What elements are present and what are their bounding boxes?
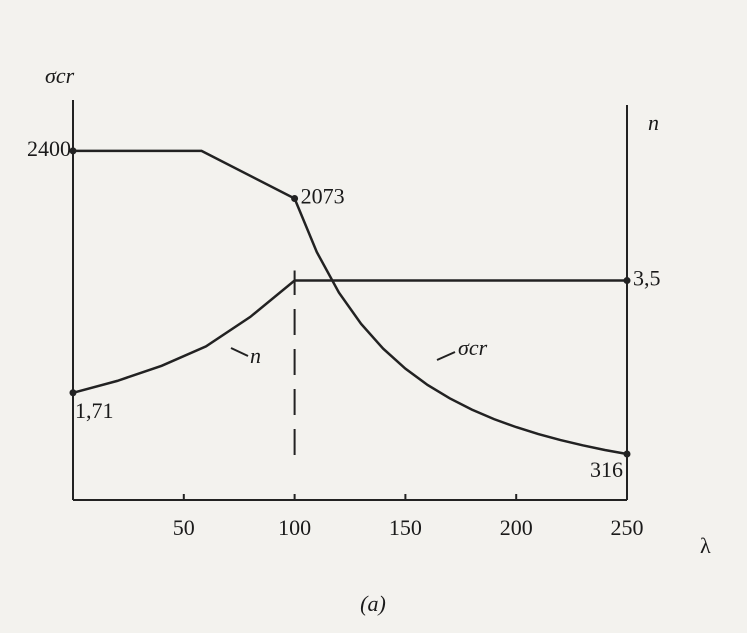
- data-point: [291, 194, 299, 202]
- data-point: [69, 147, 77, 155]
- leader-line: [436, 351, 456, 361]
- x-tick-label: 200: [500, 515, 533, 540]
- series-label: n: [250, 343, 261, 368]
- data-label: 316: [590, 457, 623, 482]
- data-label: 3,5: [633, 266, 661, 291]
- caption: (a): [360, 591, 386, 616]
- data-point: [623, 450, 631, 458]
- data-point: [623, 277, 631, 285]
- data-label: 2073: [301, 184, 345, 209]
- x-tick-label: 100: [278, 515, 311, 540]
- series-line: [72, 279, 627, 394]
- x-tick-label: 150: [389, 515, 422, 540]
- x-tick-label: 50: [173, 515, 195, 540]
- data-label: 2400: [27, 136, 71, 161]
- x-tick-label: 250: [611, 515, 644, 540]
- y-axis-title: σcr: [45, 63, 75, 88]
- series-line: [73, 149, 628, 456]
- x-axis-title: λ: [700, 533, 711, 558]
- y2-axis-title: n: [648, 110, 659, 135]
- data-label: 1,71: [75, 398, 114, 423]
- data-point: [69, 389, 77, 397]
- series-label: σcr: [458, 335, 488, 360]
- leader-line: [230, 347, 249, 357]
